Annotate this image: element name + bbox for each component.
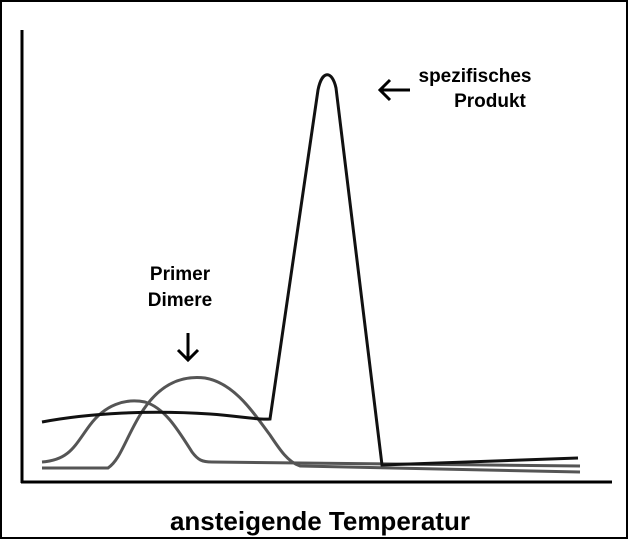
dimer-curve-1 bbox=[41, 399, 581, 468]
x-axis-label: ansteigende Temperatur bbox=[170, 506, 470, 536]
dimer-arrow bbox=[176, 333, 200, 363]
product-label-2: Produkt bbox=[454, 91, 526, 112]
product-curve bbox=[41, 73, 579, 467]
product-label-1: spezifisches bbox=[419, 66, 532, 87]
dimer-curve-2 bbox=[42, 375, 581, 474]
dimer-label-1: Primer bbox=[150, 264, 211, 285]
dimer-label-2: Dimere bbox=[148, 290, 212, 311]
product-arrow bbox=[377, 78, 410, 102]
